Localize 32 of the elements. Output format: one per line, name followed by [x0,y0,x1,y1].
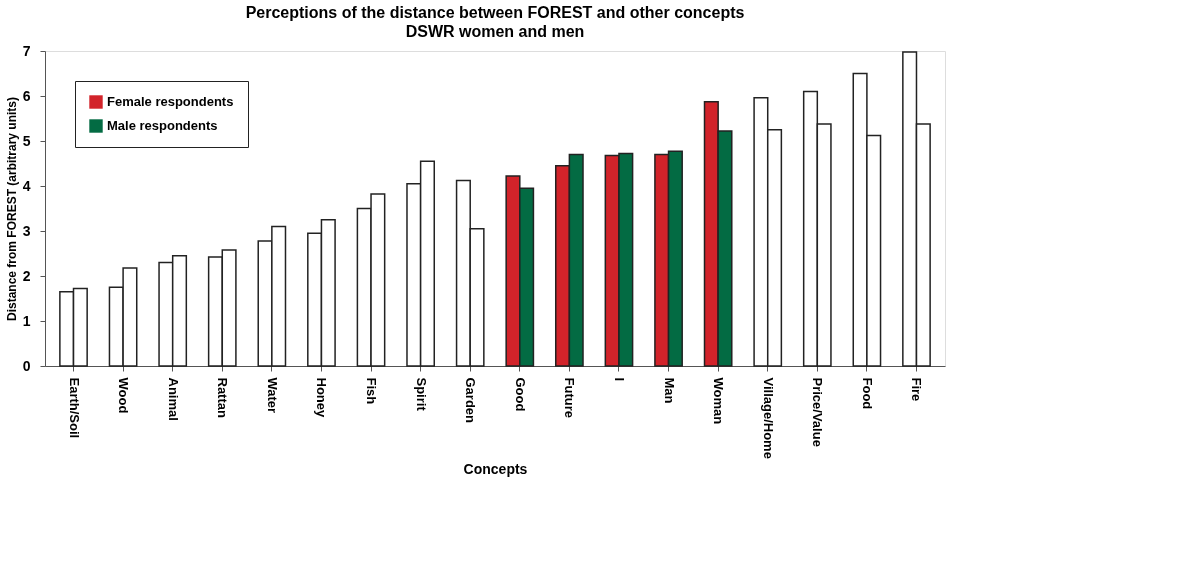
y-tick-label: 2 [22,267,31,284]
y-tick-label: 1 [22,312,31,329]
x-tick-label: Garden [463,377,479,424]
x-tick-label: Fish [364,377,380,405]
x-tick-label: Man [661,377,677,404]
x-axis-title: Concepts [463,460,528,477]
y-tick-label: 0 [22,357,31,374]
x-tick-label: Honey [314,377,330,418]
x-tick-label: I [611,377,627,382]
x-tick-label: Price/Value [810,377,826,447]
y-tick-label: 7 [22,42,31,59]
y-tick-label: 5 [22,132,31,149]
x-tick-label: Water [264,377,280,414]
x-tick-label: Future [562,377,578,418]
x-tick-label: Village/Home [760,377,776,459]
y-tick-label: 6 [22,87,31,104]
legend-label: Female respondents [107,94,234,109]
x-tick-label: Spirit [413,377,429,412]
chart-subtitle: DSWR women and men [405,23,585,40]
y-tick-label: 3 [22,222,31,239]
x-tick-label: Wood [116,377,132,414]
legend-label: Male respondents [107,118,218,133]
chart-title: Perceptions of the distance between FOREST and other concepts [245,4,745,21]
x-tick-label: Food [859,377,875,410]
x-tick-label: Animal [165,377,181,421]
x-tick-label: Fire [909,377,925,402]
y-tick-label: 4 [22,177,31,194]
x-tick-label: Woman [711,377,727,425]
x-tick-label: Earth/Soil [66,377,82,439]
x-tick-label: Good [512,377,528,412]
y-axis-title: Distance from FOREST (arbitrary units) [4,96,19,322]
x-tick-label: Rattan [215,377,231,419]
